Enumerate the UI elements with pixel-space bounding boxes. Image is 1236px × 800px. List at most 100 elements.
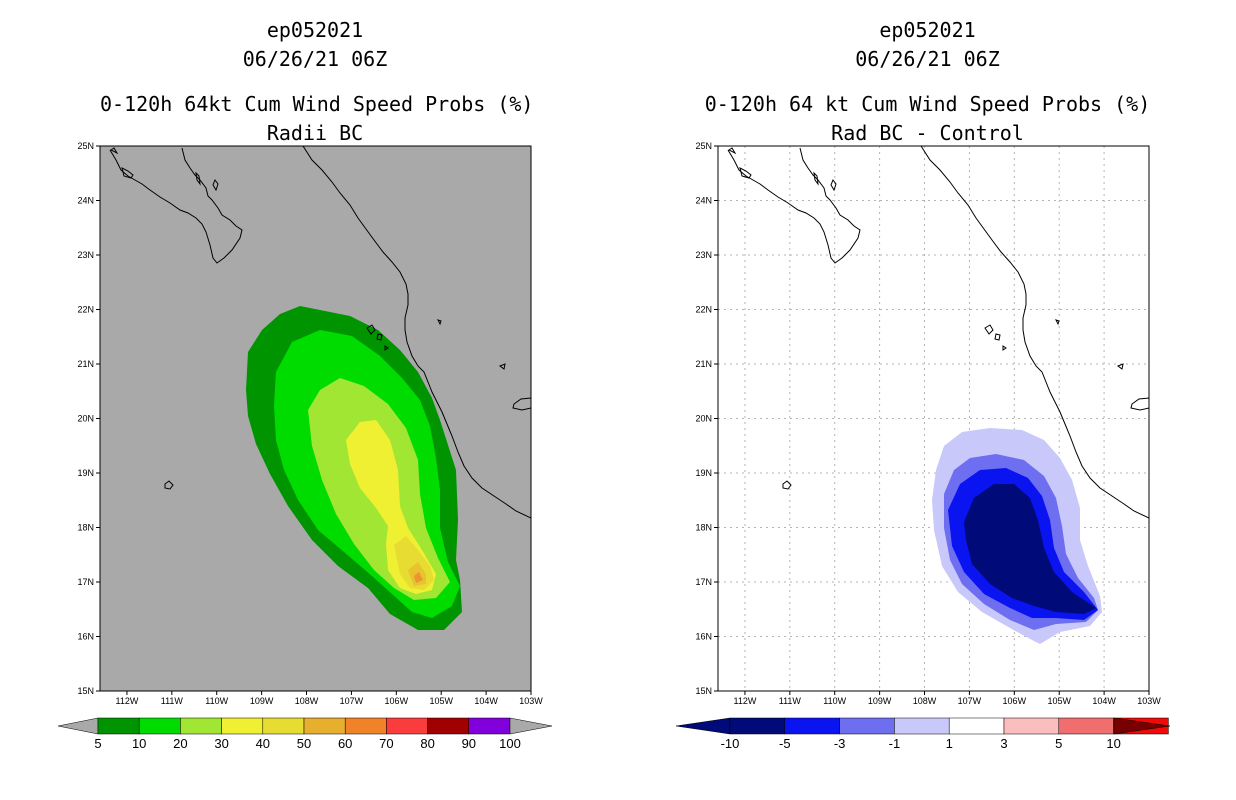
left-lon-label: 107W — [340, 696, 364, 706]
left-colorbar-cell — [180, 717, 222, 735]
left-lon-label: 109W — [250, 696, 274, 706]
right-title-block: ep052021 06/26/21 06Z 0-120h 64 kt Cum W… — [660, 16, 1195, 148]
right-lat-label: 19N — [695, 468, 712, 478]
left-datetime: 06/26/21 06Z — [242, 47, 388, 71]
left-lat-label: 15N — [77, 686, 94, 696]
right-storm-id: ep052021 — [879, 18, 976, 42]
left-colorbar-low-arrow — [57, 717, 99, 735]
left-lat-label: 17N — [77, 577, 94, 587]
left-colorbar-cell — [262, 717, 305, 735]
right-colorbar-cell — [839, 717, 895, 735]
left-colorbar-cell — [303, 717, 346, 735]
left-lat-label: 25N — [77, 141, 94, 151]
right-lon-label: 112W — [734, 696, 757, 706]
left-lon-label: 105W — [429, 696, 453, 706]
right-lat-label: 22N — [695, 305, 712, 315]
left-lon-label: 104W — [474, 696, 498, 706]
left-colorbar-label: 100 — [499, 736, 521, 751]
left-colorbar-cell — [468, 717, 511, 735]
right-datetime: 06/26/21 06Z — [855, 47, 1000, 71]
right-lat-label: 24N — [695, 196, 712, 206]
right-lat-label: 23N — [695, 250, 712, 260]
left-lon-label: 106W — [385, 696, 409, 706]
right-colorbar-label: 1 — [946, 736, 953, 751]
left-map: 25N 24N 23N 22N 21N 20N 19N 18N 17N 16N 15N 112W 111… — [77, 141, 543, 706]
right-colorbar-label: 3 — [1000, 736, 1007, 751]
right-colorbar-cell — [784, 717, 840, 735]
left-colorbar-cell — [138, 717, 181, 735]
right-lon-label: 109W — [868, 696, 892, 706]
right-axis: 25N 24N 23N 22N 21N 20N 19N 18N 17N 16N 15N 112W 111… — [695, 141, 1161, 706]
right-lon-label: 104W — [1092, 696, 1116, 706]
left-colorbar-cell — [386, 717, 428, 735]
right-lat-label: 15N — [695, 686, 712, 696]
left-colorbar-high-arrow — [509, 717, 553, 735]
left-colorbar-label: 20 — [173, 736, 187, 751]
left-colorbar-label: 80 — [420, 736, 434, 751]
right-lon-label: 106W — [1003, 696, 1027, 706]
left-title: 0-120h 64kt Cum Wind Speed Probs (%) — [100, 92, 534, 116]
left-colorbar-label: 90 — [462, 736, 476, 751]
right-lon-label: 110W — [823, 696, 846, 706]
left-lon-label: 103W — [519, 696, 543, 706]
prob-contour-60 — [414, 572, 423, 583]
right-lon-label: 108W — [913, 696, 937, 706]
left-colorbar-label: 60 — [338, 736, 352, 751]
right-colorbar-label: -10 — [721, 736, 740, 751]
left-lat-label: 20N — [77, 414, 94, 424]
right-lat-label: 20N — [695, 414, 712, 424]
left-subtitle: Radii BC — [266, 121, 364, 145]
right-title: 0-120h 64 kt Cum Wind Speed Probs (%) — [704, 92, 1151, 116]
right-lat-label: 25N — [695, 141, 712, 151]
left-lon-label: 110W — [205, 696, 228, 706]
left-colorbar-cell — [221, 717, 264, 735]
left-colorbar: 5 10 20 30 40 50 60 70 80 90 100 — [57, 717, 553, 751]
right-lon-label: 103W — [1137, 696, 1161, 706]
right-lon-label: 107W — [958, 696, 982, 706]
right-colorbar-label: -5 — [779, 736, 791, 751]
left-lat-label: 23N — [77, 250, 94, 260]
left-lat-label: 16N — [77, 632, 94, 642]
left-colorbar-label: 50 — [297, 736, 311, 751]
left-colorbar-label: 10 — [132, 736, 146, 751]
left-lat-label: 22N — [77, 305, 94, 315]
diff-contour-minus-10 — [964, 484, 1096, 614]
left-title-block: ep052021 06/26/21 06Z 0-120h 64kt Cum Wi… — [100, 16, 534, 148]
left-lon-label: 108W — [295, 696, 319, 706]
left-colorbar-label: 30 — [214, 736, 228, 751]
right-colorbar-cell — [729, 717, 786, 735]
left-colorbar-label: 5 — [94, 736, 101, 751]
left-colorbar-cell — [97, 717, 140, 735]
left-lat-label: 18N — [77, 523, 94, 533]
left-lat-label: 21N — [77, 359, 94, 369]
right-map: 25N 24N 23N 22N 21N 20N 19N 18N 17N 16N 15N 112W 111… — [695, 141, 1161, 706]
right-lon-label: 111W — [779, 696, 802, 706]
left-colorbar-label: 70 — [379, 736, 393, 751]
left-lon-label: 112W — [116, 696, 139, 706]
right-colorbar-low-arrow — [675, 717, 731, 735]
right-colorbar-label: -3 — [834, 736, 846, 751]
right-colorbar-high-arrow — [1113, 717, 1171, 735]
left-lon-label: 111W — [161, 696, 184, 706]
left-lat-label: 19N — [77, 468, 94, 478]
right-colorbar-cell — [1003, 717, 1060, 735]
right-gridlines — [718, 146, 1149, 691]
right-colorbar-cell — [894, 717, 950, 735]
left-colorbar-cell — [344, 717, 387, 735]
right-colorbar-cell — [948, 717, 1005, 735]
left-lat-label: 24N — [77, 196, 94, 206]
right-lon-label: 105W — [1047, 696, 1071, 706]
right-lat-label: 18N — [695, 523, 712, 533]
right-lat-label: 17N — [695, 577, 712, 587]
right-lat-label: 21N — [695, 359, 712, 369]
right-colorbar-label: 5 — [1055, 736, 1062, 751]
left-storm-id: ep052021 — [266, 18, 364, 42]
right-subtitle: Rad BC - Control — [831, 121, 1024, 145]
left-axis: 25N 24N 23N 22N 21N 20N 19N 18N 17N 16N 15N 112W 111… — [77, 141, 543, 706]
right-colorbar-label: 10 — [1106, 736, 1120, 751]
left-colorbar-cell — [427, 717, 470, 735]
right-colorbar-label: -1 — [889, 736, 901, 751]
right-lat-label: 16N — [695, 632, 712, 642]
right-colorbar: -10 -5 -3 -1 1 3 5 10 — [675, 717, 1171, 751]
left-colorbar-label: 40 — [256, 736, 270, 751]
